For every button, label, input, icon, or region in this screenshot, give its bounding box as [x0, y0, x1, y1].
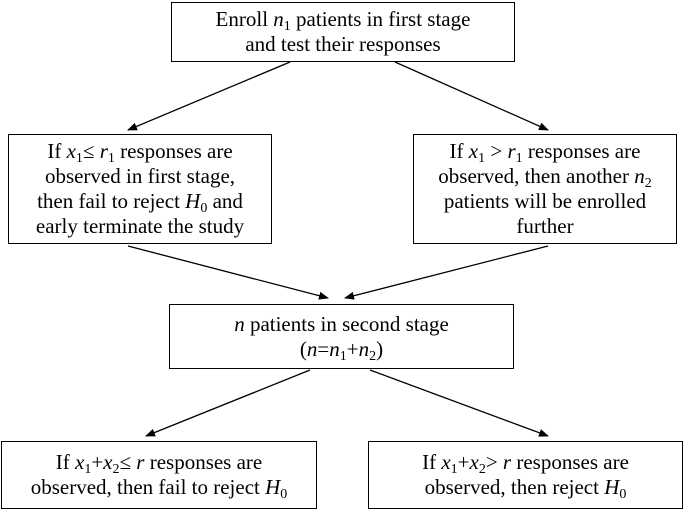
operator: >	[485, 139, 508, 163]
node-reject-final: If x1+x2> r responses are observed, then…	[368, 441, 683, 509]
node-continue-enrollment: If x1 > r1 responses are observed, then …	[413, 134, 677, 244]
var-x: x	[469, 450, 479, 474]
text: patients in second stage	[244, 311, 449, 336]
var-n: n	[234, 311, 245, 336]
var-x: x	[468, 139, 479, 163]
paren: )	[376, 336, 384, 361]
subscript: 1	[283, 19, 291, 34]
node-fail-first-line-4: early terminate the study	[35, 214, 245, 238]
var-h: H	[185, 189, 201, 213]
text: If	[449, 139, 469, 163]
paren: (	[299, 336, 307, 361]
node-second-stage: n patients in second stage (n=n1+n2)	[169, 304, 514, 369]
subscript: 2	[369, 348, 377, 364]
node-continue-line-4: further	[516, 214, 574, 238]
text: If	[422, 450, 442, 474]
arrow-second-stage-to-reject-final	[369, 369, 549, 437]
node-continue-line-3: patients will be enrolled	[443, 189, 647, 213]
arrow-enroll-to-fail-first	[127, 61, 291, 131]
var-r: r	[507, 139, 516, 163]
var-x: x	[66, 139, 76, 163]
operator: +	[457, 450, 470, 474]
subscript: 0	[619, 487, 627, 502]
subscript: 0	[200, 201, 208, 216]
var-r: r	[502, 450, 512, 474]
subscript: 1	[450, 462, 458, 477]
arrow-second-stage-to-fail-final	[145, 369, 311, 437]
arrow-continue-to-second-stage	[344, 245, 549, 300]
var-n: n	[358, 336, 370, 361]
var-r: r	[136, 450, 145, 474]
node-fail-to-reject-final: If x1+x2≤ r responses are observed, then…	[1, 441, 317, 509]
text: Enroll	[215, 7, 274, 31]
subscript: 1	[84, 462, 92, 477]
var-h: H	[604, 475, 620, 499]
operator: >	[485, 450, 503, 474]
node-second-stage-line-2: (n=n1+n2)	[299, 336, 384, 364]
node-enroll-line-2: and test their responses	[245, 32, 441, 56]
text: responses are	[522, 139, 641, 163]
node-enroll-line-1: Enroll n1 patients in first stage	[215, 7, 471, 34]
var-x: x	[103, 450, 113, 474]
text: observed, then reject	[424, 475, 605, 499]
text: responses are	[144, 450, 263, 474]
node-enroll-first-stage: Enroll n1 patients in first stage and te…	[171, 2, 515, 62]
text: If	[55, 450, 75, 474]
operator: ≤	[82, 139, 100, 163]
node-second-stage-line-1: n patients in second stage	[234, 312, 449, 337]
node-fail-first-line-2: observed in first stage,	[44, 164, 236, 188]
arrow-fail-first-to-second-stage	[127, 245, 329, 300]
var-h: H	[265, 475, 281, 499]
subscript: 1	[107, 151, 115, 166]
subscript: 2	[478, 462, 486, 477]
text: then fail to reject	[37, 189, 186, 213]
node-fail-first-line-3: then fail to reject H0 and	[37, 189, 243, 216]
subscript: 1	[75, 151, 83, 166]
operator: +	[346, 336, 359, 361]
var-x: x	[74, 450, 85, 474]
text: observed, then fail to reject	[30, 475, 266, 499]
text: patients in first stage	[290, 7, 471, 31]
text: observed, then another	[438, 164, 635, 188]
node-continue-line-1: If x1 > r1 responses are	[449, 139, 641, 166]
text: and	[207, 189, 243, 213]
text: If	[47, 139, 67, 163]
arrow-enroll-to-continue	[394, 61, 549, 131]
operator: =	[317, 336, 330, 361]
text: responses are	[511, 450, 629, 474]
subscript: 2	[112, 462, 120, 477]
subscript: 0	[280, 487, 288, 502]
node-reject-final-line-1: If x1+x2> r responses are	[422, 450, 629, 477]
node-continue-line-2: observed, then another n2	[438, 164, 652, 191]
subscript: 2	[644, 176, 652, 191]
subscript: 1	[478, 151, 486, 166]
var-r: r	[99, 139, 108, 163]
node-fail-final-line-1: If x1+x2≤ r responses are	[55, 450, 263, 477]
node-fail-final-line-2: observed, then fail to reject H0	[30, 475, 288, 502]
var-n: n	[634, 164, 645, 188]
text: responses are	[114, 139, 233, 163]
node-fail-first-stage: If x1≤ r1 responses are observed in firs…	[8, 134, 272, 244]
var-n: n	[329, 336, 340, 361]
var-n: n	[273, 7, 284, 31]
operator: +	[91, 450, 104, 474]
operator: ≤	[119, 450, 137, 474]
subscript: 1	[339, 348, 347, 364]
var-x: x	[441, 450, 451, 474]
var-n: n	[306, 336, 318, 361]
node-fail-first-line-1: If x1≤ r1 responses are	[47, 139, 233, 166]
node-reject-final-line-2: observed, then reject H0	[424, 475, 627, 502]
subscript: 1	[515, 151, 523, 166]
